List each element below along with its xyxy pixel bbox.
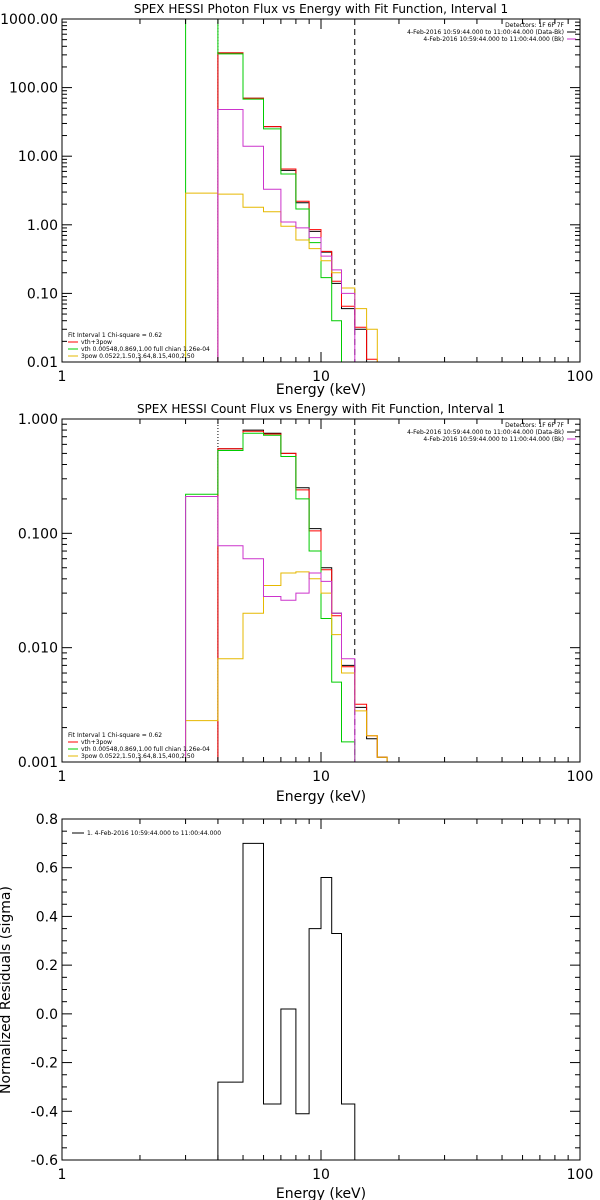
y-tick-label: 0.6 (36, 861, 58, 877)
count-flux-panel: SPEX HESSI Count Flux vs Energy with Fit… (18, 402, 593, 805)
x-tick-label: 100 (567, 369, 594, 385)
series-residuals (217, 842, 356, 1160)
series-3pow (185, 571, 388, 762)
x-tick-label: 10 (312, 769, 330, 785)
y-tick-label: 1.000 (18, 412, 58, 428)
legend-text: 3pow 0.0522,1.50,3.64,8.15,400,2.50 (81, 753, 195, 760)
y-tick-label: 0.0 (36, 1007, 58, 1023)
photon-flux-title: SPEX HESSI Photon Flux vs Energy with Fi… (134, 2, 508, 16)
y-tick-label: -0.6 (31, 1153, 58, 1169)
series-data-bk (217, 52, 378, 362)
x-tick-label: 1 (58, 369, 67, 385)
residuals-ylabel: Normalized Residuals (sigma) (0, 886, 14, 1094)
y-tick-label: 0.8 (36, 812, 58, 828)
x-tick-label: 100 (567, 1167, 594, 1183)
legend-text: vth 0.00548,0.869,1.00 full chian 1.26e-… (81, 346, 210, 353)
series-vth-3pow (217, 52, 378, 362)
series-3pow (185, 192, 388, 362)
legend-text: 4-Feb-2016 10:59:44.000 to 11:00:44.000 … (407, 29, 564, 36)
series-vth (185, 19, 356, 362)
y-tick-label: -0.4 (31, 1104, 58, 1120)
y-tick-label: 1.00 (27, 218, 58, 234)
photon-flux-panel: SPEX HESSI Photon Flux vs Energy with Fi… (0, 2, 593, 398)
y-tick-label: -0.2 (31, 1056, 58, 1072)
series-vth (185, 432, 356, 762)
legend-fit-text: Fit Interval 1 Chi-square = 0.62 (68, 732, 162, 739)
x-tick-label: 1 (58, 769, 67, 785)
x-tick-label: 10 (312, 1167, 330, 1183)
photon-flux-xlabel: Energy (keV) (276, 382, 366, 398)
legend-text: Detectors: 1F 6F 7F (505, 422, 564, 429)
residuals-panel: Energy (keV) Normalized Residuals (sigma… (0, 812, 593, 1200)
series-bk (217, 109, 356, 362)
residuals-xlabel: Energy (keV) (276, 1186, 366, 1200)
count-flux-xlabel: Energy (keV) (276, 789, 366, 805)
legend-text: 4-Feb-2016 10:59:44.000 to 11:00:44.000 … (407, 429, 564, 436)
y-tick-label: 100.00 (9, 81, 58, 97)
series-vth-3pow (217, 430, 388, 762)
plot-frame (61, 18, 581, 363)
legend-text: vth+3pow (81, 339, 112, 346)
y-tick-label: 1000.00 (0, 12, 58, 28)
count-flux-title: SPEX HESSI Count Flux vs Energy with Fit… (137, 402, 505, 416)
legend-text: vth 0.00548,0.869,1.00 full chian 1.26e-… (81, 746, 210, 753)
legend-text: 4-Feb-2016 10:59:44.000 to 11:00:44.000 … (423, 36, 564, 43)
y-tick-label: 0.010 (18, 641, 58, 657)
y-tick-label: 0.100 (18, 526, 58, 542)
y-tick-label: 0.001 (18, 755, 58, 771)
plot-frame (61, 818, 581, 1161)
x-tick-label: 1 (58, 1167, 67, 1183)
y-tick-label: 0.10 (27, 286, 58, 302)
y-tick-label: 0.2 (36, 958, 58, 974)
legend-text: 4-Feb-2016 10:59:44.000 to 11:00:44.000 … (423, 436, 564, 443)
legend-fit-text: Fit Interval 1 Chi-square = 0.62 (68, 332, 162, 339)
series-bk (185, 496, 356, 762)
legend-text: 3pow 0.0522,1.50,3.64,8.15,400,2.50 (81, 353, 195, 360)
y-tick-label: 0.4 (36, 909, 58, 925)
legend-text: vth+3pow (81, 739, 112, 746)
x-tick-label: 100 (567, 769, 594, 785)
legend-text: 1. 4-Feb-2016 10:59:44.000 to 11:00:44.0… (87, 830, 221, 837)
legend-text: Detectors: 1F 6F 7F (505, 22, 564, 29)
series-data-bk (217, 429, 388, 762)
y-tick-label: 10.00 (18, 149, 58, 165)
x-tick-label: 10 (312, 369, 330, 385)
y-tick-label: 0.01 (27, 355, 58, 371)
